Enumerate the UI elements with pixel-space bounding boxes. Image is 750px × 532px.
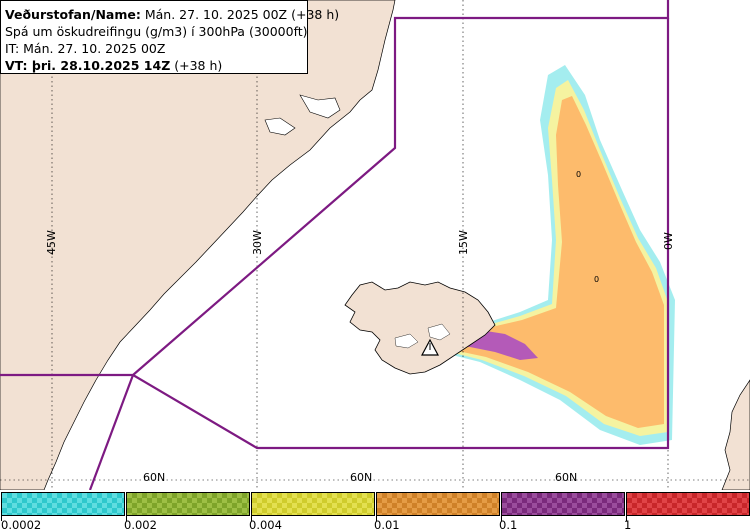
longitude-label: 45W bbox=[45, 230, 58, 255]
legend-tick-label: 0.01 bbox=[374, 518, 400, 532]
latitude-label: 60N bbox=[143, 471, 166, 484]
longitude-label: 15W bbox=[457, 230, 470, 255]
scandinavia-land bbox=[721, 379, 750, 490]
legend-tick bbox=[1, 515, 2, 521]
longitude-label: 0W bbox=[662, 232, 675, 250]
iceland-land bbox=[344, 281, 496, 375]
info-row-valid-time: VT: þri. 28.10.2025 14Z (+38 h) bbox=[5, 57, 303, 74]
legend-tick bbox=[626, 515, 627, 521]
legend-swatch bbox=[251, 492, 375, 516]
issuer-value: Mán. 27. 10. 2025 00Z (+38 h) bbox=[144, 7, 340, 22]
longitude-label: 30W bbox=[251, 230, 264, 255]
advisory-boundary bbox=[0, 0, 670, 490]
forecast-info-box: Veðurstofan/Name: Mán. 27. 10. 2025 00Z … bbox=[0, 0, 339, 74]
legend-swatch bbox=[1, 492, 125, 516]
concentration-legend: 0.0002 0.002 0.004 0.01 0.1 1 bbox=[0, 490, 750, 532]
valid-time-label: VT: þri. 28.10.2025 14Z bbox=[5, 58, 171, 73]
greenland-fjord bbox=[299, 94, 341, 119]
iceland-glacier bbox=[394, 333, 419, 349]
initial-time: IT: Mán. 27. 10. 2025 00Z bbox=[5, 41, 166, 56]
legend-tick-label: 0.1 bbox=[499, 518, 518, 532]
latitude-label: 60N bbox=[555, 471, 578, 484]
greenland-land bbox=[0, 0, 396, 490]
iceland-glacier bbox=[427, 323, 451, 341]
legend-swatch bbox=[501, 492, 625, 516]
greenland-fjord bbox=[264, 117, 296, 136]
legend-tick bbox=[251, 515, 252, 521]
legend-swatch bbox=[376, 492, 500, 516]
legend-tick bbox=[501, 515, 502, 521]
legend-tick-label: 0.0002 bbox=[1, 518, 42, 532]
contour-label: 0 bbox=[576, 170, 581, 179]
info-row-issuer: Veðurstofan/Name: Mán. 27. 10. 2025 00Z … bbox=[5, 6, 339, 23]
issuer-label: Veðurstofan/Name: bbox=[5, 7, 141, 22]
forecast-description: Spá um öskudreifingu (g/m3) í 300hPa (30… bbox=[5, 24, 308, 39]
latitude-label: 60N bbox=[350, 471, 373, 484]
legend-tick-label: 0.002 bbox=[124, 518, 157, 532]
ash-dispersion-map: 0 0 bbox=[0, 0, 750, 490]
legend-swatch bbox=[126, 492, 250, 516]
legend-tick-label: 0.004 bbox=[249, 518, 282, 532]
legend-tick bbox=[376, 515, 377, 521]
legend-tick bbox=[126, 515, 127, 521]
valid-time-offset: (+38 h) bbox=[174, 58, 223, 73]
legend-swatch bbox=[626, 492, 750, 516]
contour-label: 0 bbox=[594, 275, 599, 284]
legend-tick-label: 1 bbox=[624, 518, 632, 532]
